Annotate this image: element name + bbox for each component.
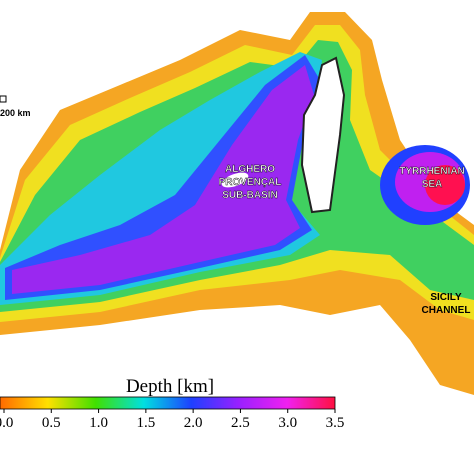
colorbar: 0.0 0.5 1.0 1.5 2.0 2.5 3.0 3.5 xyxy=(0,396,345,431)
colorbar-tick-label: 2.0 xyxy=(184,415,203,431)
colorbar-tick-label: 0.0 xyxy=(0,415,13,431)
colorbar-fill xyxy=(0,396,336,410)
colorbar-title: Depth [km] xyxy=(126,376,214,397)
region-label: ALGHERO xyxy=(225,164,275,175)
colorbar-tick-label: 3.0 xyxy=(278,415,297,431)
scale-box xyxy=(0,95,7,103)
colorbar-tick-label: 2.5 xyxy=(231,415,250,431)
abyssal-purple xyxy=(12,65,314,294)
region-label: TYRRHENIAN xyxy=(399,166,465,177)
colorbar-tick-label: 1.0 xyxy=(89,415,108,431)
colorbar-tick-label: 1.5 xyxy=(136,415,155,431)
region-label: SUB-BASIN xyxy=(222,190,278,201)
basin xyxy=(0,12,474,395)
island xyxy=(221,172,249,188)
tyrrhenian-deepest xyxy=(425,165,465,205)
labels: ALGHERO PROVENÇAL SUB-BASIN TYRRHENIAN SEA SI… xyxy=(218,164,471,316)
colorbar-tick-label: 3.5 xyxy=(326,415,345,431)
scale-bar-label: 200 km xyxy=(0,108,31,118)
region-label: SEA xyxy=(422,179,443,190)
region-label: CHANNEL xyxy=(422,305,471,316)
region-label: SICILY xyxy=(430,292,462,303)
corsica-sardinia xyxy=(300,56,346,214)
colorbar-tick-label: 0.5 xyxy=(42,415,61,431)
region-label: PROVENÇAL xyxy=(219,177,282,188)
